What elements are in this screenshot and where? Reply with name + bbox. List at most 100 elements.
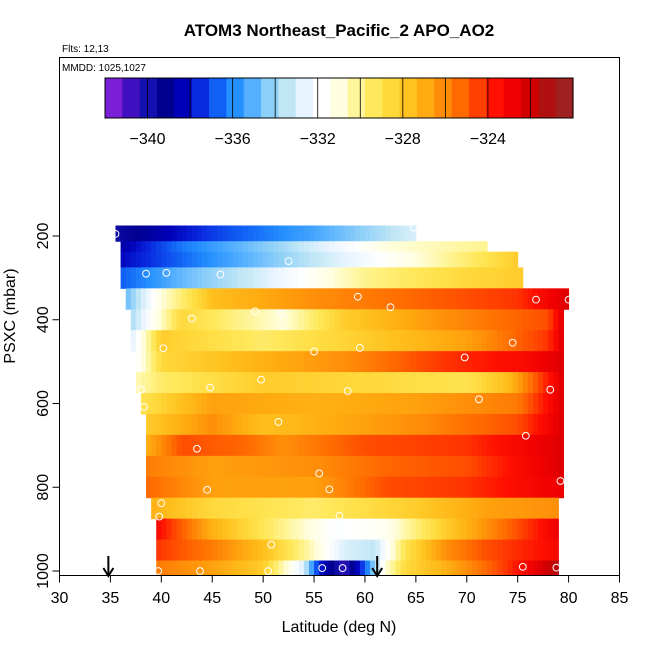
colorbar-cell xyxy=(157,78,175,118)
sample-point xyxy=(546,385,555,394)
heatmap-cell xyxy=(334,241,340,253)
heatmap-cell xyxy=(135,309,142,331)
heatmap-cell xyxy=(181,225,188,242)
heatmap-cell xyxy=(380,267,386,289)
heatmap-cell xyxy=(517,560,524,576)
heatmap-cell xyxy=(456,372,463,394)
heatmap-cell xyxy=(293,309,300,331)
heatmap-cell xyxy=(324,225,330,242)
heatmap-cell xyxy=(415,518,422,541)
heatmap-cell xyxy=(308,288,315,310)
heatmap-cell xyxy=(273,241,279,253)
heatmap-cell xyxy=(471,455,478,478)
heatmap-cell xyxy=(171,241,178,253)
heatmap-cell xyxy=(451,560,458,576)
heatmap-cell xyxy=(196,539,203,562)
heatmap-cell xyxy=(415,351,422,373)
heatmap-cell xyxy=(278,351,284,373)
heatmap-cell xyxy=(186,251,193,268)
heatmap-cell xyxy=(293,497,300,520)
heatmap-cell xyxy=(288,497,295,520)
heatmap-cell xyxy=(415,497,422,520)
heatmap-cell xyxy=(314,476,320,499)
heatmap-cell xyxy=(400,393,407,415)
heatmap-cell xyxy=(553,518,559,541)
heatmap-cell xyxy=(502,560,508,576)
heatmap-cell xyxy=(344,434,351,457)
heatmap-cell xyxy=(247,455,254,478)
heatmap-cell xyxy=(303,560,310,576)
heatmap-cell xyxy=(283,241,290,253)
heatmap-cell xyxy=(385,455,391,478)
x-tick-label: 80 xyxy=(560,590,578,607)
heatmap-cell xyxy=(222,497,228,520)
heatmap-cell xyxy=(293,251,300,268)
heatmap-cell xyxy=(314,393,320,415)
heatmap-cell xyxy=(380,372,386,394)
heatmap-cell xyxy=(359,455,366,478)
heatmap-cell xyxy=(522,351,529,373)
heatmap-cell xyxy=(263,413,269,436)
heatmap-cell xyxy=(196,288,203,310)
heatmap-cell xyxy=(502,330,508,352)
heatmap-cell xyxy=(492,393,498,415)
heatmap-cell xyxy=(217,288,223,310)
heatmap-cell xyxy=(171,518,178,541)
heatmap-cell xyxy=(212,267,218,289)
heatmap-cell xyxy=(314,539,320,562)
mmdd-label: MMDD: 1025,1027 xyxy=(62,63,146,74)
heatmap-cell xyxy=(456,518,463,541)
heatmap-cell xyxy=(502,267,508,289)
heatmap-cell xyxy=(441,518,447,541)
heatmap-cell xyxy=(512,539,519,562)
heatmap-cell xyxy=(471,413,478,436)
heatmap-cell xyxy=(151,372,157,394)
heatmap-cell xyxy=(370,251,376,268)
heatmap-cell xyxy=(334,251,340,268)
y-tick-label: 600 xyxy=(35,390,52,417)
heatmap-cell xyxy=(400,251,407,268)
heatmap-cell xyxy=(161,251,167,268)
heatmap-cell xyxy=(487,539,493,562)
heatmap-cell xyxy=(420,518,427,541)
heatmap-cell xyxy=(461,351,468,373)
heatmap-cell xyxy=(329,434,335,457)
heatmap-cell xyxy=(166,288,172,310)
heatmap-cell xyxy=(237,539,244,562)
heatmap-cell xyxy=(339,560,346,576)
heatmap-cell xyxy=(512,288,519,310)
heatmap-cell xyxy=(466,267,473,289)
heatmap-cell xyxy=(502,288,508,310)
heatmap-cell xyxy=(527,476,534,499)
heatmap-cell xyxy=(558,351,564,373)
heatmap-cell xyxy=(405,372,412,394)
heatmap-cell xyxy=(263,393,269,415)
heatmap-cell xyxy=(553,476,559,499)
heatmap-cell xyxy=(151,351,157,373)
heatmap-cell xyxy=(359,413,366,436)
heatmap-cell xyxy=(461,434,468,457)
heatmap-cell xyxy=(375,309,381,331)
heatmap-cell xyxy=(298,497,305,520)
heatmap-cell xyxy=(456,497,463,520)
heatmap-cell xyxy=(385,476,391,499)
heatmap-cell xyxy=(186,225,193,242)
heatmap-cell xyxy=(176,476,183,499)
heatmap-cell xyxy=(375,518,381,541)
heatmap-cell xyxy=(140,267,147,289)
heatmap-cell xyxy=(303,330,310,352)
heatmap-cell xyxy=(288,241,295,253)
heatmap-cell xyxy=(258,251,264,268)
heatmap-cell xyxy=(507,518,514,541)
heatmap-cell xyxy=(359,476,366,499)
heatmap-cell xyxy=(349,560,356,576)
heatmap-cell xyxy=(395,288,402,310)
heatmap-cell xyxy=(548,497,554,520)
heatmap-cell xyxy=(461,393,468,415)
heatmap-cell xyxy=(364,434,371,457)
heatmap-cell xyxy=(497,560,503,576)
heatmap-cell xyxy=(395,241,402,253)
sample-point xyxy=(532,295,540,304)
x-axis: 30 35 40 45 50 55 60 65 70 75 80 85 xyxy=(51,575,629,607)
heatmap-cell xyxy=(334,267,340,289)
